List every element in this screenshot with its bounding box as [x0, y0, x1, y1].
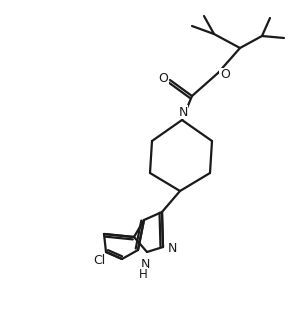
Text: N: N [178, 106, 188, 119]
Text: Cl: Cl [94, 254, 106, 268]
Text: H: H [139, 268, 147, 281]
Text: N: N [140, 258, 150, 271]
Text: O: O [158, 72, 168, 85]
Text: N: N [167, 242, 177, 256]
Text: O: O [220, 68, 230, 82]
